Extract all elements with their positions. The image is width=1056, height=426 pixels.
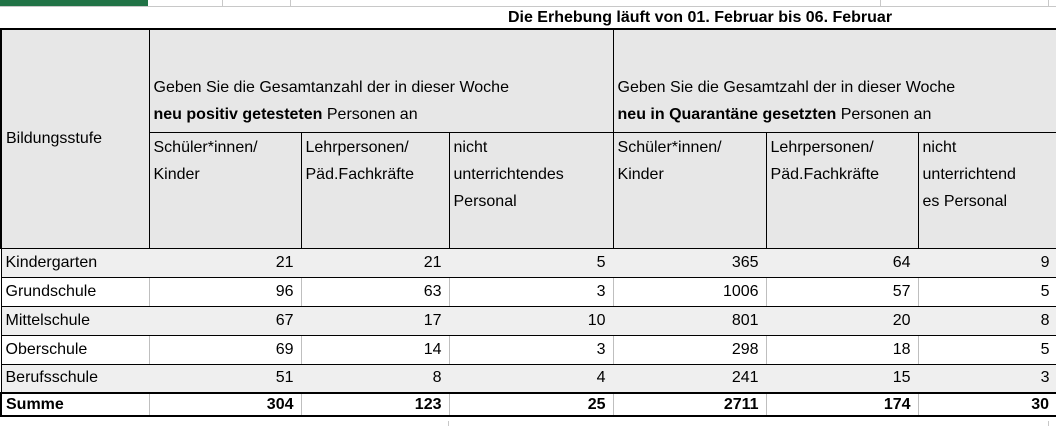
education-survey-table: Bildungsstufe Geben Sie die Gesamtanzahl…	[0, 28, 1056, 417]
group-header-suffix: Personen an	[322, 105, 418, 123]
value-cell: 63	[300, 276, 449, 307]
value-cell: 96	[148, 276, 301, 307]
column-header-bildungsstufe: Bildungsstufe	[0, 28, 150, 249]
value-cell: 67	[148, 305, 301, 336]
total-value-cell: 25	[448, 392, 614, 417]
gridline-tick	[1048, 421, 1049, 426]
group-header-intro: Geben Sie die Gesamtanzahl der in dieser…	[153, 78, 509, 96]
gridline-tick	[222, 0, 223, 6]
column-header-personal-1: nicht unterrichtendes Personal	[448, 132, 614, 249]
value-cell: 3	[448, 334, 614, 365]
column-header-personal-2: nicht unterrichtend es Personal	[917, 132, 1056, 249]
value-cell: 57	[765, 276, 919, 307]
column-header-lehrpersonen-2: Lehrpersonen/ Päd.Fachkräfte	[765, 132, 919, 249]
column-header-lehrpersonen-1: Lehrpersonen/ Päd.Fachkräfte	[300, 132, 449, 249]
value-cell: 5	[448, 247, 614, 278]
row-label: Oberschule	[0, 334, 149, 365]
value-cell: 4	[448, 363, 614, 394]
total-value-cell: 2711	[612, 392, 767, 417]
row-label: Kindergarten	[0, 247, 149, 278]
value-cell: 14	[300, 334, 449, 365]
group-header-intro: Geben Sie die Gesamtzahl der in dieser W…	[617, 78, 956, 96]
value-cell: 3	[448, 276, 614, 307]
value-cell: 15	[765, 363, 919, 394]
value-cell: 9	[917, 247, 1056, 278]
total-value-cell: 304	[148, 392, 301, 417]
row-label: Berufsschule	[0, 363, 149, 394]
spreadsheet-gridline	[0, 6, 1056, 7]
value-cell: 51	[148, 363, 301, 394]
value-cell: 17	[300, 305, 449, 336]
group-header-suffix: Personen an	[836, 105, 932, 123]
row-label: Mittelschule	[0, 305, 149, 336]
table-row-berufsschule: Berufsschule 51 8 4 241 15 3	[0, 363, 1056, 394]
value-cell: 8	[300, 363, 449, 394]
gridline-tick	[448, 421, 449, 426]
green-accent-bar	[0, 0, 148, 6]
value-cell: 69	[148, 334, 301, 365]
value-cell: 64	[765, 247, 919, 278]
value-cell: 10	[448, 305, 614, 336]
gridline-tick	[880, 0, 881, 6]
total-label: Summe	[0, 392, 149, 417]
group-header-positive-tested: Geben Sie die Gesamtanzahl der in dieser…	[148, 28, 614, 133]
total-value-cell: 174	[765, 392, 919, 417]
total-value-cell: 30	[917, 392, 1056, 417]
group-header-bold: neu positiv getesteten	[153, 105, 323, 123]
value-cell: 21	[148, 247, 301, 278]
value-cell: 241	[612, 363, 767, 394]
survey-period-title: Die Erhebung läuft von 01. Februar bis 0…	[507, 9, 893, 26]
group-header-quarantine: Geben Sie die Gesamtzahl der in dieser W…	[612, 28, 1056, 133]
total-value-cell: 123	[300, 392, 449, 417]
table-row-grundschule: Grundschule 96 63 3 1006 57 5	[0, 276, 1056, 307]
table-row-kindergarten: Kindergarten 21 21 5 365 64 9	[0, 247, 1056, 278]
value-cell: 5	[917, 334, 1056, 365]
column-header-schueler-2: Schüler*innen/ Kinder	[612, 132, 767, 249]
value-cell: 21	[300, 247, 449, 278]
table-row-summe: Summe 304 123 25 2711 174 30	[0, 392, 1056, 417]
value-cell: 298	[612, 334, 767, 365]
value-cell: 8	[917, 305, 1056, 336]
value-cell: 801	[612, 305, 767, 336]
gridline-tick	[290, 0, 291, 6]
gridline-tick	[1048, 0, 1049, 6]
table-row-oberschule: Oberschule 69 14 3 298 18 5	[0, 334, 1056, 365]
group-header-bold: neu in Quarantäne gesetzten	[617, 105, 837, 123]
row-label: Grundschule	[0, 276, 149, 307]
table-row-mittelschule: Mittelschule 67 17 10 801 20 8	[0, 305, 1056, 336]
value-cell: 18	[765, 334, 919, 365]
value-cell: 5	[917, 276, 1056, 307]
value-cell: 20	[765, 305, 919, 336]
value-cell: 3	[917, 363, 1056, 394]
column-header-schueler-1: Schüler*innen/ Kinder	[148, 132, 301, 249]
value-cell: 1006	[612, 276, 767, 307]
value-cell: 365	[612, 247, 767, 278]
